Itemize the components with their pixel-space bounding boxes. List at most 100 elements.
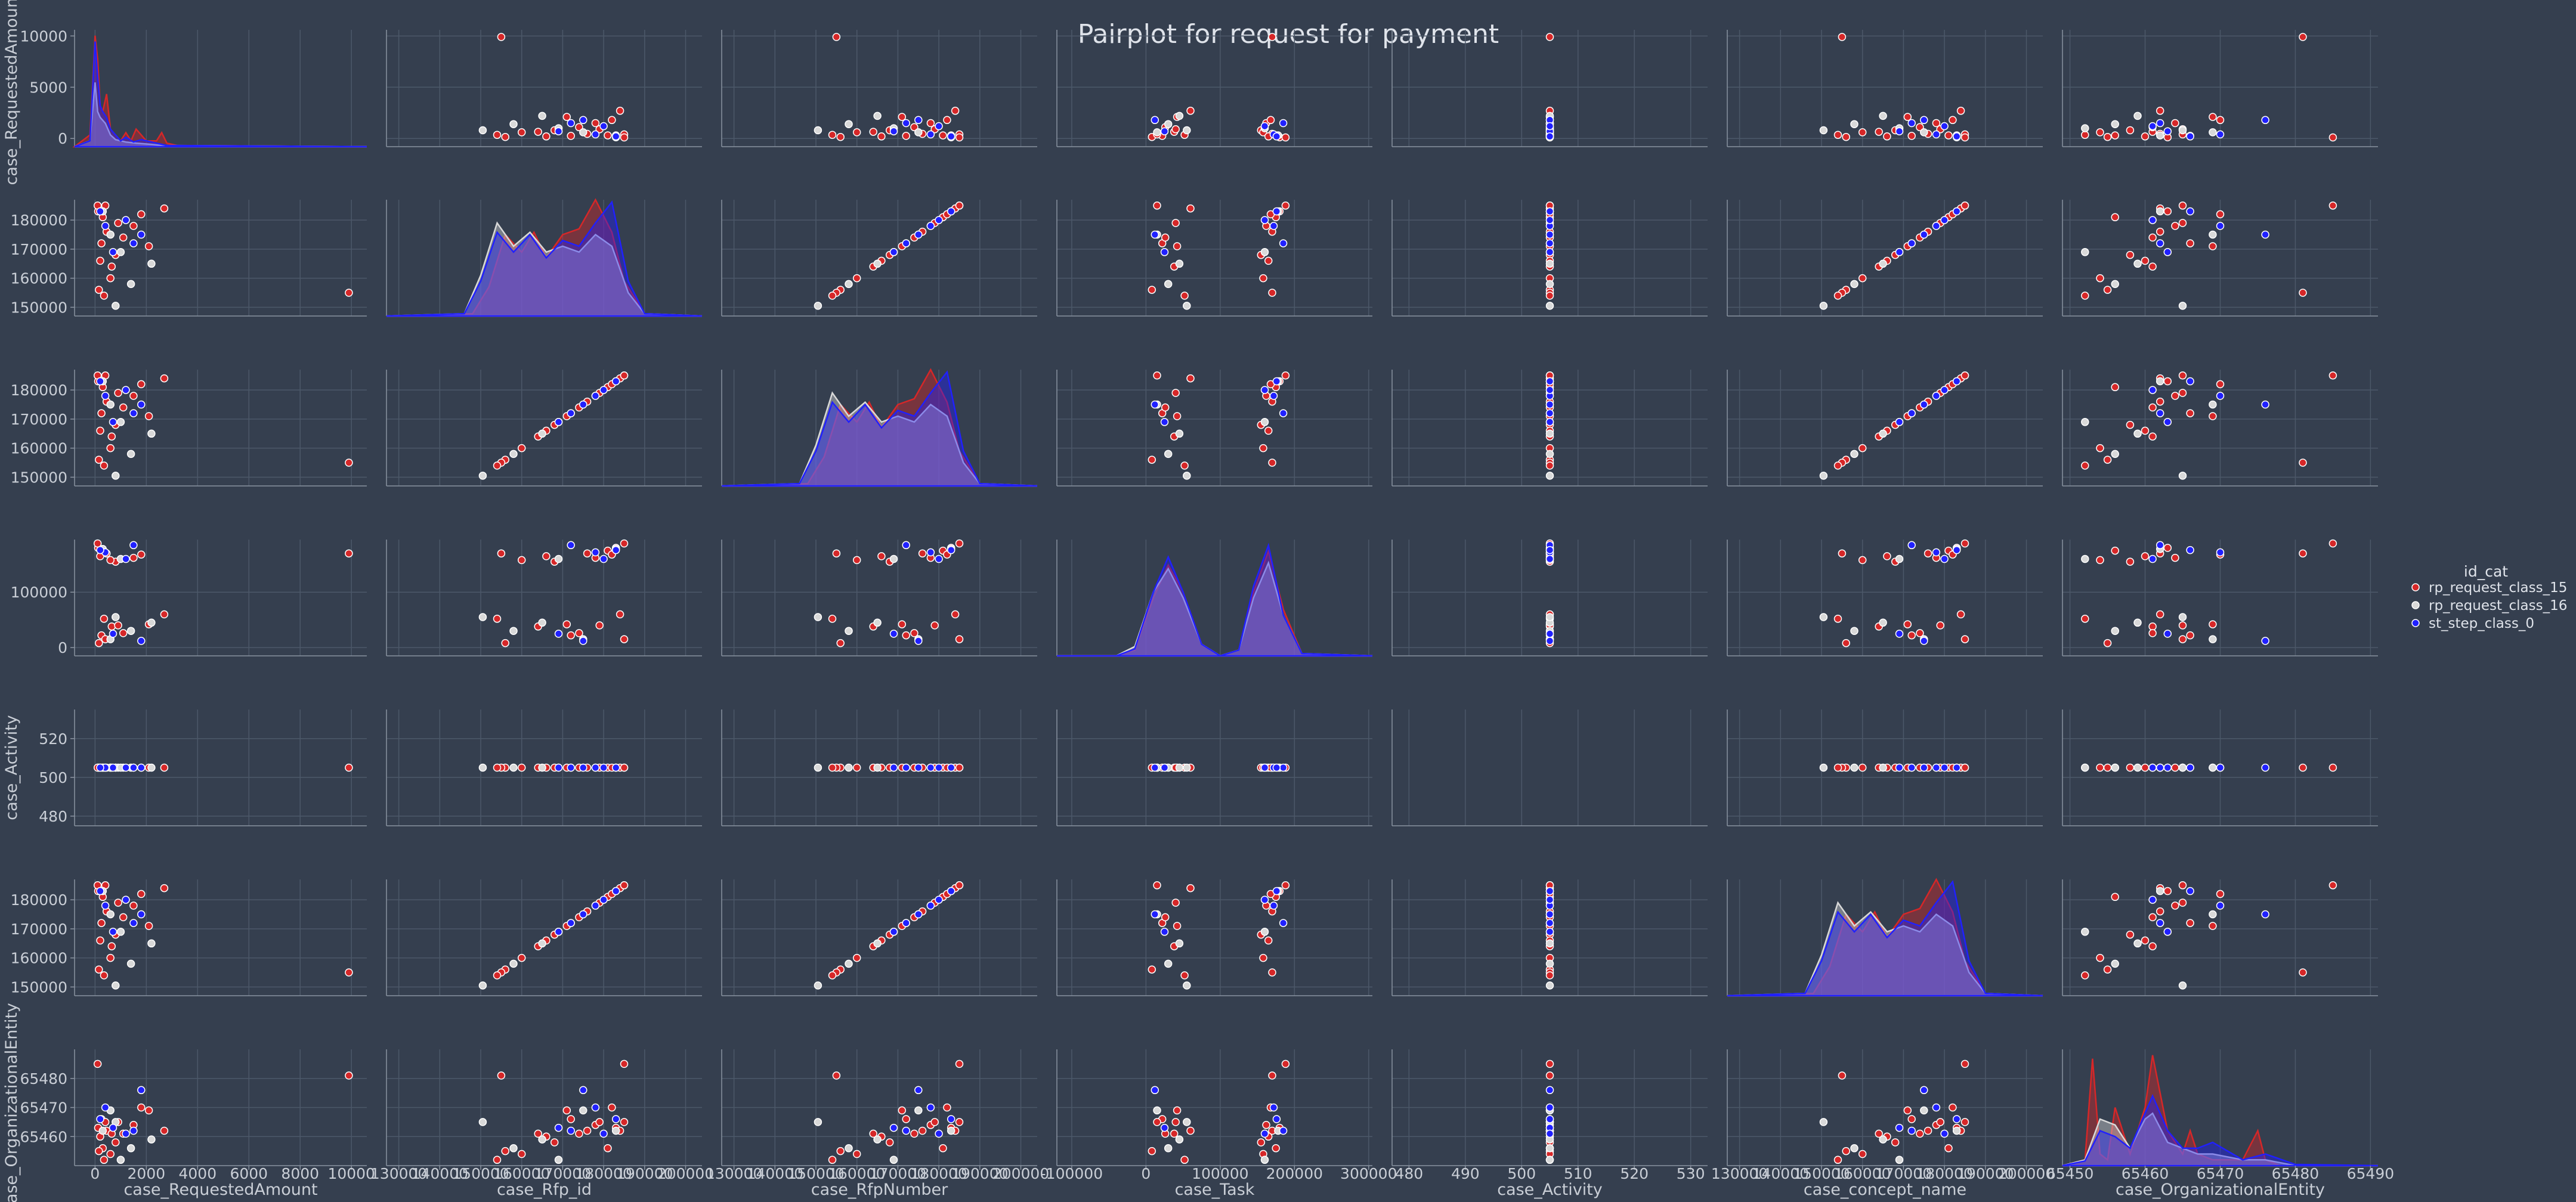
data-point	[1164, 120, 1173, 128]
data-point	[2126, 420, 2135, 429]
data-point	[509, 450, 518, 459]
data-point	[1260, 216, 1269, 224]
data-point	[2103, 286, 2112, 294]
data-point	[137, 1103, 146, 1112]
legend-label: st_step_class_0	[2429, 616, 2534, 631]
data-point	[100, 971, 109, 980]
data-point	[562, 113, 571, 121]
data-point	[1545, 409, 1554, 417]
data-point	[119, 913, 128, 922]
data-point	[1175, 939, 1184, 948]
data-point	[2216, 548, 2225, 557]
data-point	[604, 1144, 612, 1153]
data-point	[147, 618, 156, 627]
data-point	[1903, 1106, 1912, 1115]
y-tick-label: 520	[39, 730, 67, 748]
data-point	[1272, 1144, 1280, 1153]
data-point	[1272, 887, 1281, 896]
data-point	[869, 128, 877, 136]
data-point	[951, 610, 960, 619]
data-point	[1907, 239, 1916, 247]
data-point	[1545, 302, 1554, 310]
data-point	[1268, 289, 1276, 297]
data-point	[579, 128, 587, 137]
data-point	[2081, 418, 2089, 426]
panel-r3-c2	[721, 539, 1037, 656]
panel-r6-c6	[2062, 1049, 2379, 1167]
data-point	[554, 1155, 563, 1164]
data-point	[147, 939, 156, 948]
data-point	[1153, 1118, 1161, 1126]
data-point	[567, 919, 575, 927]
data-point	[493, 1155, 502, 1164]
data-point	[1960, 539, 1969, 548]
data-point	[2178, 371, 2187, 380]
data-point	[1819, 126, 1828, 135]
data-point	[567, 119, 575, 128]
data-point	[2148, 216, 2157, 224]
data-point	[2148, 386, 2157, 394]
data-point	[1260, 1155, 1269, 1164]
data-point	[122, 1129, 130, 1138]
data-point	[575, 629, 583, 637]
legend-title: id_cat	[2464, 563, 2508, 580]
data-point	[599, 763, 608, 772]
data-point	[100, 1155, 109, 1164]
data-point	[478, 981, 487, 990]
data-point	[160, 763, 169, 772]
x-tick-label: 150000	[787, 1165, 844, 1182]
data-point	[914, 763, 923, 772]
data-point	[101, 1103, 110, 1112]
data-point	[2163, 418, 2172, 426]
data-point	[1153, 202, 1161, 210]
x-tick-label: 8000	[281, 1165, 319, 1182]
data-point	[517, 763, 526, 772]
data-point	[2111, 893, 2119, 902]
data-point	[1545, 472, 1554, 480]
data-point	[96, 1115, 104, 1123]
data-point	[1259, 274, 1267, 283]
data-point	[129, 239, 138, 247]
data-point	[955, 539, 964, 548]
data-point	[2111, 131, 2119, 140]
data-point	[2163, 544, 2172, 552]
data-point	[2178, 302, 2187, 310]
data-point	[2328, 133, 2337, 142]
data-point	[1545, 971, 1554, 980]
data-point	[1260, 928, 1269, 936]
panel-r4-c2	[721, 710, 1037, 826]
data-point	[1940, 386, 1949, 394]
data-point	[828, 971, 837, 980]
data-point	[910, 629, 919, 637]
x-tick-label: 2000	[128, 1165, 166, 1182]
data-point	[2148, 913, 2157, 922]
data-point	[914, 1106, 923, 1115]
data-point	[873, 259, 882, 268]
data-point	[1940, 554, 1949, 563]
data-point	[1932, 130, 1941, 139]
data-point	[2186, 763, 2194, 772]
data-point	[611, 763, 620, 772]
data-point	[345, 549, 353, 557]
data-point	[96, 887, 104, 896]
data-point	[122, 763, 130, 772]
data-point	[567, 1115, 575, 1123]
data-point	[1545, 239, 1554, 247]
data-point	[1916, 1129, 1924, 1138]
data-point	[1833, 615, 1842, 623]
data-point	[2156, 119, 2164, 128]
data-point	[2081, 928, 2089, 936]
data-point	[943, 1103, 951, 1112]
data-point	[926, 130, 935, 139]
data-point	[918, 1126, 927, 1135]
data-point	[509, 1144, 518, 1153]
data-point	[2141, 132, 2150, 141]
data-point	[1264, 426, 1273, 435]
panel-r6-c4	[1391, 1049, 1708, 1166]
data-point	[137, 230, 146, 239]
data-point	[2148, 403, 2157, 412]
data-point	[1279, 119, 1288, 128]
data-point	[1940, 763, 1949, 772]
data-point	[144, 242, 153, 250]
panel-r2-c3	[1056, 370, 1372, 487]
